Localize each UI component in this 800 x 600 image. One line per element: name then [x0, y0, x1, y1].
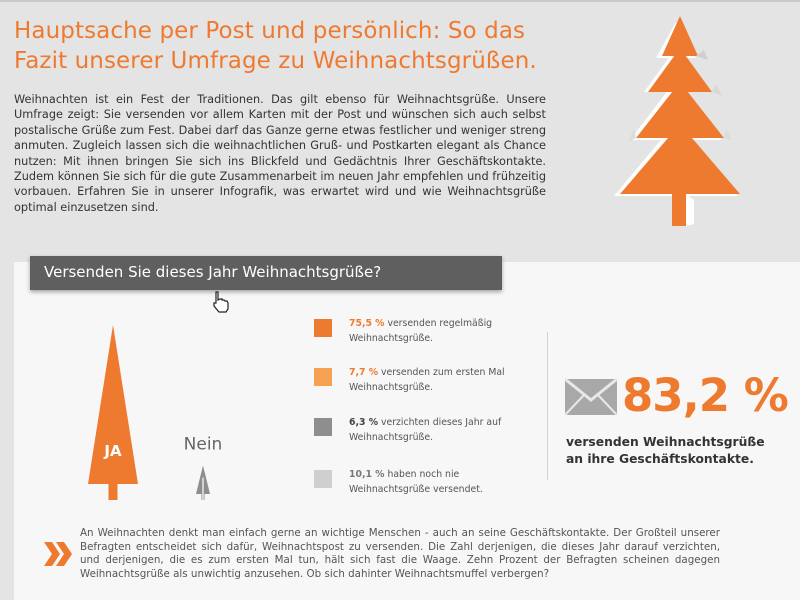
legend-label: 6,3 % verzichten dieses Jahr auf Weihnac… [349, 416, 529, 445]
legend-description: haben noch nie Weihnachtsgrüße versendet… [349, 469, 483, 495]
tree-trunk [672, 194, 686, 226]
legend-description: verzichten dieses Jahr auf Weihnachtsgrü… [349, 417, 502, 443]
legend-percent: 75,5 % [349, 318, 385, 329]
summary-caption: versenden Weihnachtsgrüße an ihre Geschä… [566, 435, 765, 466]
tree-tiers [620, 16, 740, 194]
question-text: Versenden Sie dieses Jahr Weihnachtsgrüß… [44, 263, 382, 281]
christmas-tree-icon [614, 16, 740, 226]
title-line-2: Fazit unserer Umfrage zu Weihnachtsgrüße… [14, 48, 537, 74]
legend-description: versenden regelmäßig Weihnachtsgrüße. [349, 318, 493, 344]
legend-percent: 10,1 % [349, 469, 385, 480]
legend-label: 75,5 % versenden regelmäßig Weihnachtsgr… [349, 317, 529, 346]
question-banner: Versenden Sie dieses Jahr Weihnachtsgrüß… [30, 256, 502, 290]
tree-trunk-ja [108, 484, 118, 500]
legend-percent: 7,7 % [349, 367, 379, 378]
category-label-nein: Nein [184, 435, 223, 455]
legend-swatch [314, 319, 332, 337]
footer-paragraph: An Weihnachten denkt man einfach gerne a… [80, 527, 720, 580]
page-title: Hauptsache per Post und persönlich: So d… [14, 16, 574, 76]
legend-description: versenden zum ersten Mal Weihnachtsgrüße… [349, 367, 505, 393]
double-chevron-icon [44, 542, 72, 566]
title-line-1: Hauptsache per Post und persönlich: So d… [14, 18, 526, 44]
legend-percent: 6,3 % [349, 417, 379, 428]
top-divider [0, 0, 800, 2]
legend-label: 10,1 % haben noch nie Weihnachtsgrüße ve… [349, 468, 529, 497]
envelope-icon [564, 378, 618, 416]
summary-value: 83,2 % [622, 369, 789, 422]
tree-highlight [202, 477, 204, 500]
category-label-ja: JA [103, 442, 122, 460]
legend-swatch [314, 368, 332, 386]
section-divider [547, 332, 548, 480]
legend-swatch [314, 418, 332, 436]
chart-panel [14, 262, 800, 600]
intro-paragraph: Weihnachten ist ein Fest der Traditionen… [14, 93, 546, 214]
tree-bar-ja [88, 325, 138, 484]
hand-cursor-icon [213, 291, 229, 313]
bar-chart: JA Nein [88, 325, 223, 500]
legend-label: 7,7 % versenden zum ersten Mal Weihnacht… [349, 366, 529, 395]
legend-swatch [314, 470, 332, 488]
